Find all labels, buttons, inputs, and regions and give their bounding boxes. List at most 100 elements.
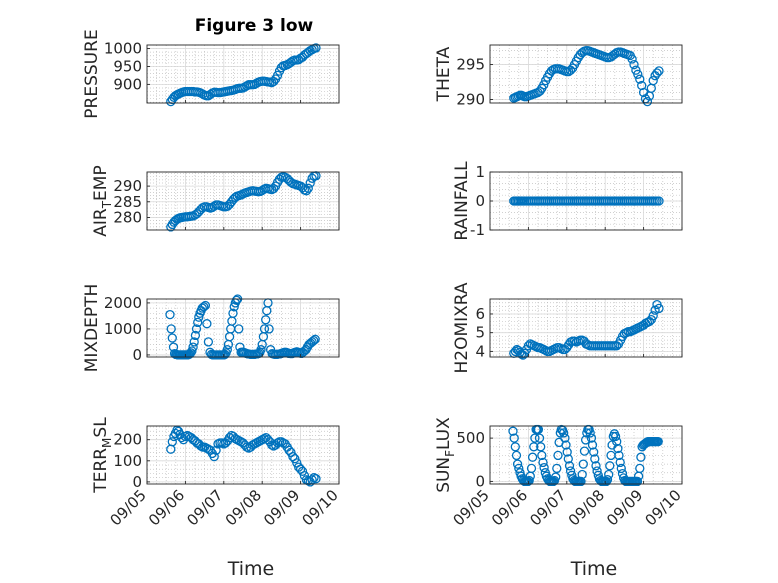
y-tick-label: 200: [113, 431, 142, 449]
y-tick-label: 100: [113, 452, 142, 470]
data-point: [311, 43, 321, 53]
axes-box: [489, 298, 683, 358]
data-point: [564, 461, 575, 471]
y-tick-label: 1000: [104, 320, 142, 338]
data-point: [234, 324, 244, 334]
data-point: [167, 333, 177, 343]
data-point: [534, 433, 545, 443]
data-point: [165, 309, 175, 320]
y-axis-label-main: RAINFALL: [452, 161, 472, 241]
data-point: [587, 440, 598, 450]
data-point: [259, 324, 270, 334]
data-point: [510, 442, 520, 452]
data-point: [512, 344, 522, 355]
data-point: [191, 324, 202, 334]
y-tick-label: 1000: [104, 40, 142, 58]
data-point: [577, 469, 587, 480]
y-tick-label: 1: [475, 163, 485, 181]
data-point: [560, 433, 570, 443]
axes-box: [146, 425, 340, 485]
y-axis-label: PRESSURE: [82, 29, 102, 118]
data-point: [576, 476, 586, 487]
data-point: [591, 461, 601, 471]
axes-box: [489, 425, 683, 485]
data-point: [196, 441, 206, 451]
data-point: [301, 186, 312, 196]
y-tick-label: 5: [475, 324, 485, 342]
data-point: [272, 70, 283, 81]
data-point: [529, 442, 539, 452]
data-point: [298, 347, 308, 357]
data-point: [539, 462, 549, 473]
y-axis-label-subscript: M: [100, 438, 114, 448]
y-tick-label: 6: [475, 305, 485, 323]
data-point: [585, 428, 595, 438]
data-point: [309, 335, 319, 346]
data-point: [193, 317, 203, 328]
y-axis-label-main: MIXDEPTH: [82, 284, 102, 373]
data-point: [633, 69, 643, 79]
y-axis-label: THETA: [434, 46, 454, 102]
data-point: [648, 311, 658, 321]
data-point: [578, 459, 588, 469]
data-point: [303, 183, 313, 193]
data-point: [616, 463, 626, 474]
y-axis-label: TERRMSL: [91, 417, 114, 494]
data-point: [231, 295, 242, 305]
data-point: [297, 466, 308, 476]
data-point: [648, 75, 658, 86]
data-point: [508, 426, 518, 436]
series-markers: [166, 171, 321, 232]
data-point: [612, 436, 622, 447]
data-point: [636, 452, 646, 462]
data-point: [523, 476, 533, 487]
data-point: [189, 337, 199, 347]
data-point: [261, 315, 271, 325]
y-axis-label-main: AIR: [91, 208, 111, 237]
data-point: [229, 302, 239, 312]
data-point: [559, 428, 569, 438]
data-point: [635, 74, 645, 84]
data-point: [188, 342, 198, 352]
data-point: [197, 303, 207, 313]
data-point: [509, 433, 519, 443]
data-point: [222, 345, 232, 355]
data-point: [654, 303, 664, 314]
data-point: [551, 472, 561, 482]
data-point: [524, 475, 534, 486]
y-tick-label: 4: [475, 342, 485, 360]
data-point: [310, 334, 320, 344]
data-point: [211, 445, 221, 455]
data-point: [512, 459, 523, 469]
y-axis-label-main: TERR: [91, 448, 111, 494]
y-axis-label-main: H2OMIXRA: [452, 282, 472, 373]
data-point: [311, 474, 321, 484]
data-point: [203, 337, 214, 347]
data-point: [536, 442, 546, 452]
axes-box: [489, 44, 683, 104]
x-axis-label-right: Time: [570, 558, 618, 580]
axes-box: [146, 298, 340, 358]
data-point: [653, 436, 663, 447]
data-point: [590, 454, 600, 464]
data-point: [579, 446, 590, 456]
y-tick-label: 295: [456, 56, 485, 74]
data-point: [256, 345, 266, 355]
data-point: [604, 469, 614, 480]
data-point: [220, 349, 230, 360]
y-tick-label: 0: [132, 473, 142, 491]
data-point: [652, 68, 662, 78]
y-tick-label: 285: [113, 193, 142, 211]
y-tick-label: 500: [456, 429, 485, 447]
y-axis-label-subscript: T: [100, 200, 114, 209]
data-point: [552, 463, 562, 474]
y-tick-label: 0: [132, 346, 142, 364]
data-point: [589, 447, 599, 457]
data-point: [635, 463, 645, 474]
data-point: [562, 447, 572, 457]
data-point: [530, 433, 540, 443]
